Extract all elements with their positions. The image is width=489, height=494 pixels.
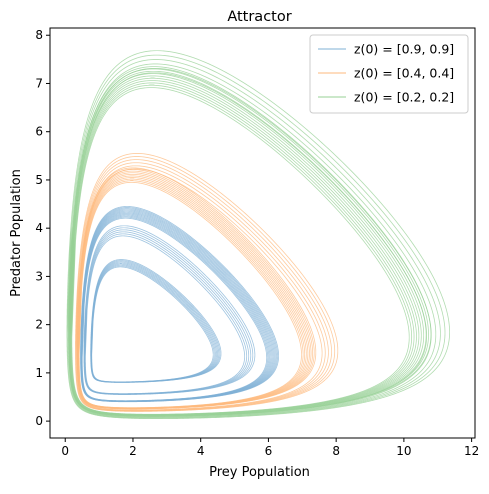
y-tick-label: 7	[35, 76, 43, 90]
y-tick-label: 1	[35, 366, 43, 380]
legend-label: z(0) = [0.4, 0.4]	[354, 66, 454, 81]
series-1-orbit	[91, 262, 219, 383]
y-tick-label: 3	[35, 269, 43, 283]
series-1-orbit	[85, 230, 251, 394]
series-2-orbit	[77, 170, 314, 409]
series-1-orbit	[92, 266, 215, 382]
x-tick-label: 10	[396, 444, 411, 458]
series-3-orbit	[72, 85, 412, 414]
series-1-orbit	[85, 232, 249, 394]
series-2-orbit	[77, 168, 316, 409]
x-tick-label: 12	[464, 444, 479, 458]
series-1-orbit	[84, 226, 255, 395]
x-tick-label: 8	[332, 444, 340, 458]
y-tick-label: 5	[35, 173, 43, 187]
y-tick-label: 6	[35, 125, 43, 139]
x-axis: 0 2 4 6 8 10 12	[61, 438, 479, 458]
series-1-orbit	[85, 234, 247, 394]
y-tick-label: 2	[35, 318, 43, 332]
series-1-orbit	[92, 265, 216, 382]
chart-title: Attractor	[227, 9, 291, 25]
y-tick-label: 4	[35, 221, 43, 235]
x-tick-label: 2	[129, 444, 137, 458]
x-tick-label: 6	[265, 444, 273, 458]
y-tick-label: 0	[35, 414, 43, 428]
x-tick-label: 4	[197, 444, 205, 458]
series-3-orbit	[70, 78, 419, 415]
series-1	[81, 207, 279, 402]
legend-label: z(0) = [0.2, 0.2]	[354, 90, 454, 105]
series-1-orbit	[85, 236, 244, 394]
x-axis-label: Prey Population	[209, 465, 310, 480]
series-3-orbit	[71, 83, 414, 415]
series-1-orbit	[91, 263, 218, 383]
y-tick-label: 8	[35, 28, 43, 42]
series-1-orbit	[92, 267, 213, 382]
legend-label: z(0) = [0.9, 0.9]	[354, 42, 454, 57]
legend: z(0) = [0.9, 0.9] z(0) = [0.4, 0.4] z(0) =…	[310, 35, 468, 113]
x-tick-label: 0	[61, 444, 69, 458]
series-2-orbit	[78, 171, 313, 409]
y-axis: 0 1 2 3 4 5 6 7 8	[35, 28, 50, 428]
series-2-orbit	[78, 173, 311, 409]
series-3-orbit	[72, 88, 409, 415]
y-axis-label: Predator Population	[9, 169, 24, 297]
series-1-orbit	[82, 214, 271, 401]
series-1-orbit	[84, 228, 253, 395]
